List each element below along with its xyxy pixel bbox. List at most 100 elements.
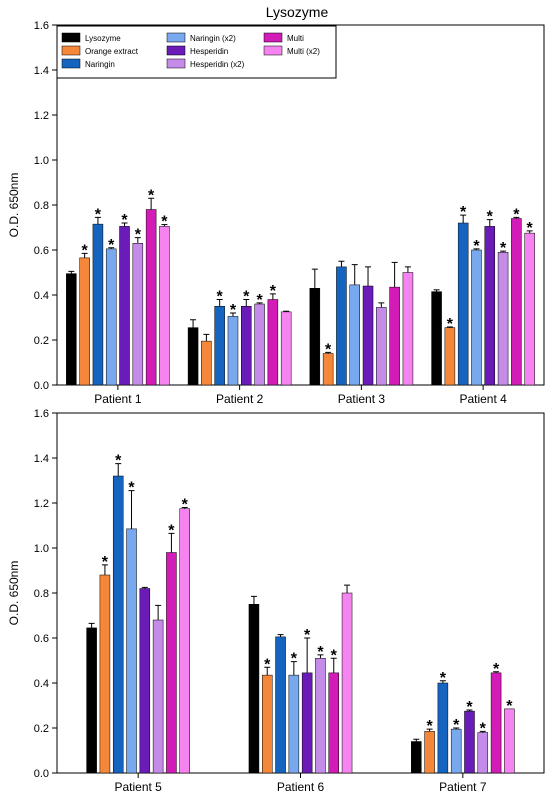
bar (437, 682, 449, 774)
legend-label: Hesperidin (x2) (190, 60, 245, 69)
bar (262, 674, 273, 774)
significance-marker: * (460, 204, 467, 221)
y-tick-label: 1.4 (34, 65, 49, 77)
legend-box (56, 25, 337, 79)
y-tick-label: 1.6 (34, 408, 49, 420)
bar (288, 674, 300, 774)
y-tick-label: 0.2 (34, 335, 49, 347)
legend: Lysozyme Orange extract Naringin Naringin (… (56, 25, 337, 79)
significance-marker: * (480, 720, 487, 737)
legend-label: Orange extract (85, 47, 139, 56)
bar (92, 223, 104, 386)
bar (119, 226, 130, 386)
bar (349, 284, 360, 386)
chart-title: Lysozyme (266, 4, 329, 20)
y-tick-label: 0.0 (34, 768, 49, 780)
significance-marker: * (426, 718, 433, 735)
significance-marker: * (466, 699, 473, 716)
significance-marker: * (527, 220, 534, 237)
y-tick-label: 0.8 (34, 588, 49, 600)
x-tick-label: Patient 7 (439, 780, 487, 794)
bar (457, 222, 469, 386)
plot-frame (56, 24, 545, 386)
y-tick-label: 1.0 (34, 543, 49, 555)
legend-label: Multi (287, 34, 304, 43)
bar (187, 327, 199, 386)
bar (424, 731, 435, 774)
y-tick-label: 0.4 (34, 678, 49, 690)
bar (99, 574, 111, 774)
bar (214, 306, 225, 386)
significance-marker: * (82, 242, 89, 259)
legend-swatch (263, 32, 283, 43)
significance-marker: * (121, 212, 128, 229)
significance-marker: * (217, 289, 224, 306)
legend-swatch (166, 45, 186, 56)
bar (450, 728, 462, 774)
bar (126, 528, 137, 774)
bar (362, 285, 374, 386)
significance-marker: * (500, 240, 507, 257)
legend-label: Naringin (x2) (190, 34, 236, 43)
bar (471, 249, 482, 386)
y-tick-label: 1.2 (34, 110, 49, 122)
bar (431, 291, 442, 386)
legend-swatch (166, 58, 186, 69)
significance-marker: * (331, 647, 338, 664)
x-tick-label: Patient 2 (216, 392, 264, 406)
significance-marker: * (264, 656, 271, 673)
y-tick-label: 1.0 (34, 155, 49, 167)
bar (511, 218, 522, 386)
bar (484, 226, 496, 386)
bar (376, 307, 387, 386)
significance-marker: * (102, 554, 109, 571)
significance-marker: * (230, 302, 237, 319)
bar (336, 266, 347, 386)
legend-label: Hesperidin (190, 47, 228, 56)
bar (201, 340, 212, 386)
legend-swatch (263, 45, 283, 56)
bottom-chart-panel: 0.0 0.2 0.4 0.6 0.8 1.0 1.2 1.4 1.6 O.D. 650nm Pat… (7, 408, 545, 794)
significance-marker: * (317, 644, 324, 661)
bar (152, 619, 164, 774)
y-tick-label: 1.2 (34, 498, 49, 510)
significance-marker: * (115, 453, 122, 470)
y-tick-label: 0.2 (34, 723, 49, 735)
x-tick-label: Patient 1 (94, 392, 142, 406)
significance-marker: * (487, 209, 494, 226)
significance-marker: * (243, 289, 250, 306)
bar (227, 316, 239, 386)
x-tick-label: Patient 4 (459, 392, 507, 406)
significance-marker: * (108, 237, 115, 254)
bar (301, 672, 313, 774)
bar (145, 209, 157, 386)
bar (497, 252, 509, 386)
legend-swatch (61, 45, 81, 56)
bar (328, 672, 339, 774)
y-axis-label: O.D. 650nm (7, 561, 21, 626)
bar (254, 303, 265, 386)
bar (309, 288, 321, 386)
bar (389, 286, 400, 386)
y-tick-label: 0.4 (34, 290, 49, 302)
bar (280, 311, 292, 386)
y-tick-label: 1.4 (34, 453, 49, 465)
legend-swatch (61, 32, 81, 43)
significance-marker: * (291, 651, 298, 668)
legend-swatch (166, 32, 186, 43)
significance-marker: * (128, 480, 135, 497)
legend-label: Lysozyme (85, 34, 121, 43)
significance-marker: * (270, 283, 277, 300)
bar (464, 710, 475, 774)
bar (315, 658, 326, 774)
significance-marker: * (256, 292, 263, 309)
bar (66, 273, 77, 386)
top-chart-panel: 0.0 0.2 0.4 0.6 0.8 1.0 1.2 1.4 1.6 O.D. 650nm Pat… (7, 20, 545, 406)
bar (267, 299, 279, 386)
bar (179, 508, 190, 774)
x-tick-label: Patient 6 (277, 780, 325, 794)
legend-label: Naringin (85, 60, 115, 69)
bar (86, 627, 97, 774)
bar (490, 672, 502, 774)
bar (275, 636, 286, 774)
